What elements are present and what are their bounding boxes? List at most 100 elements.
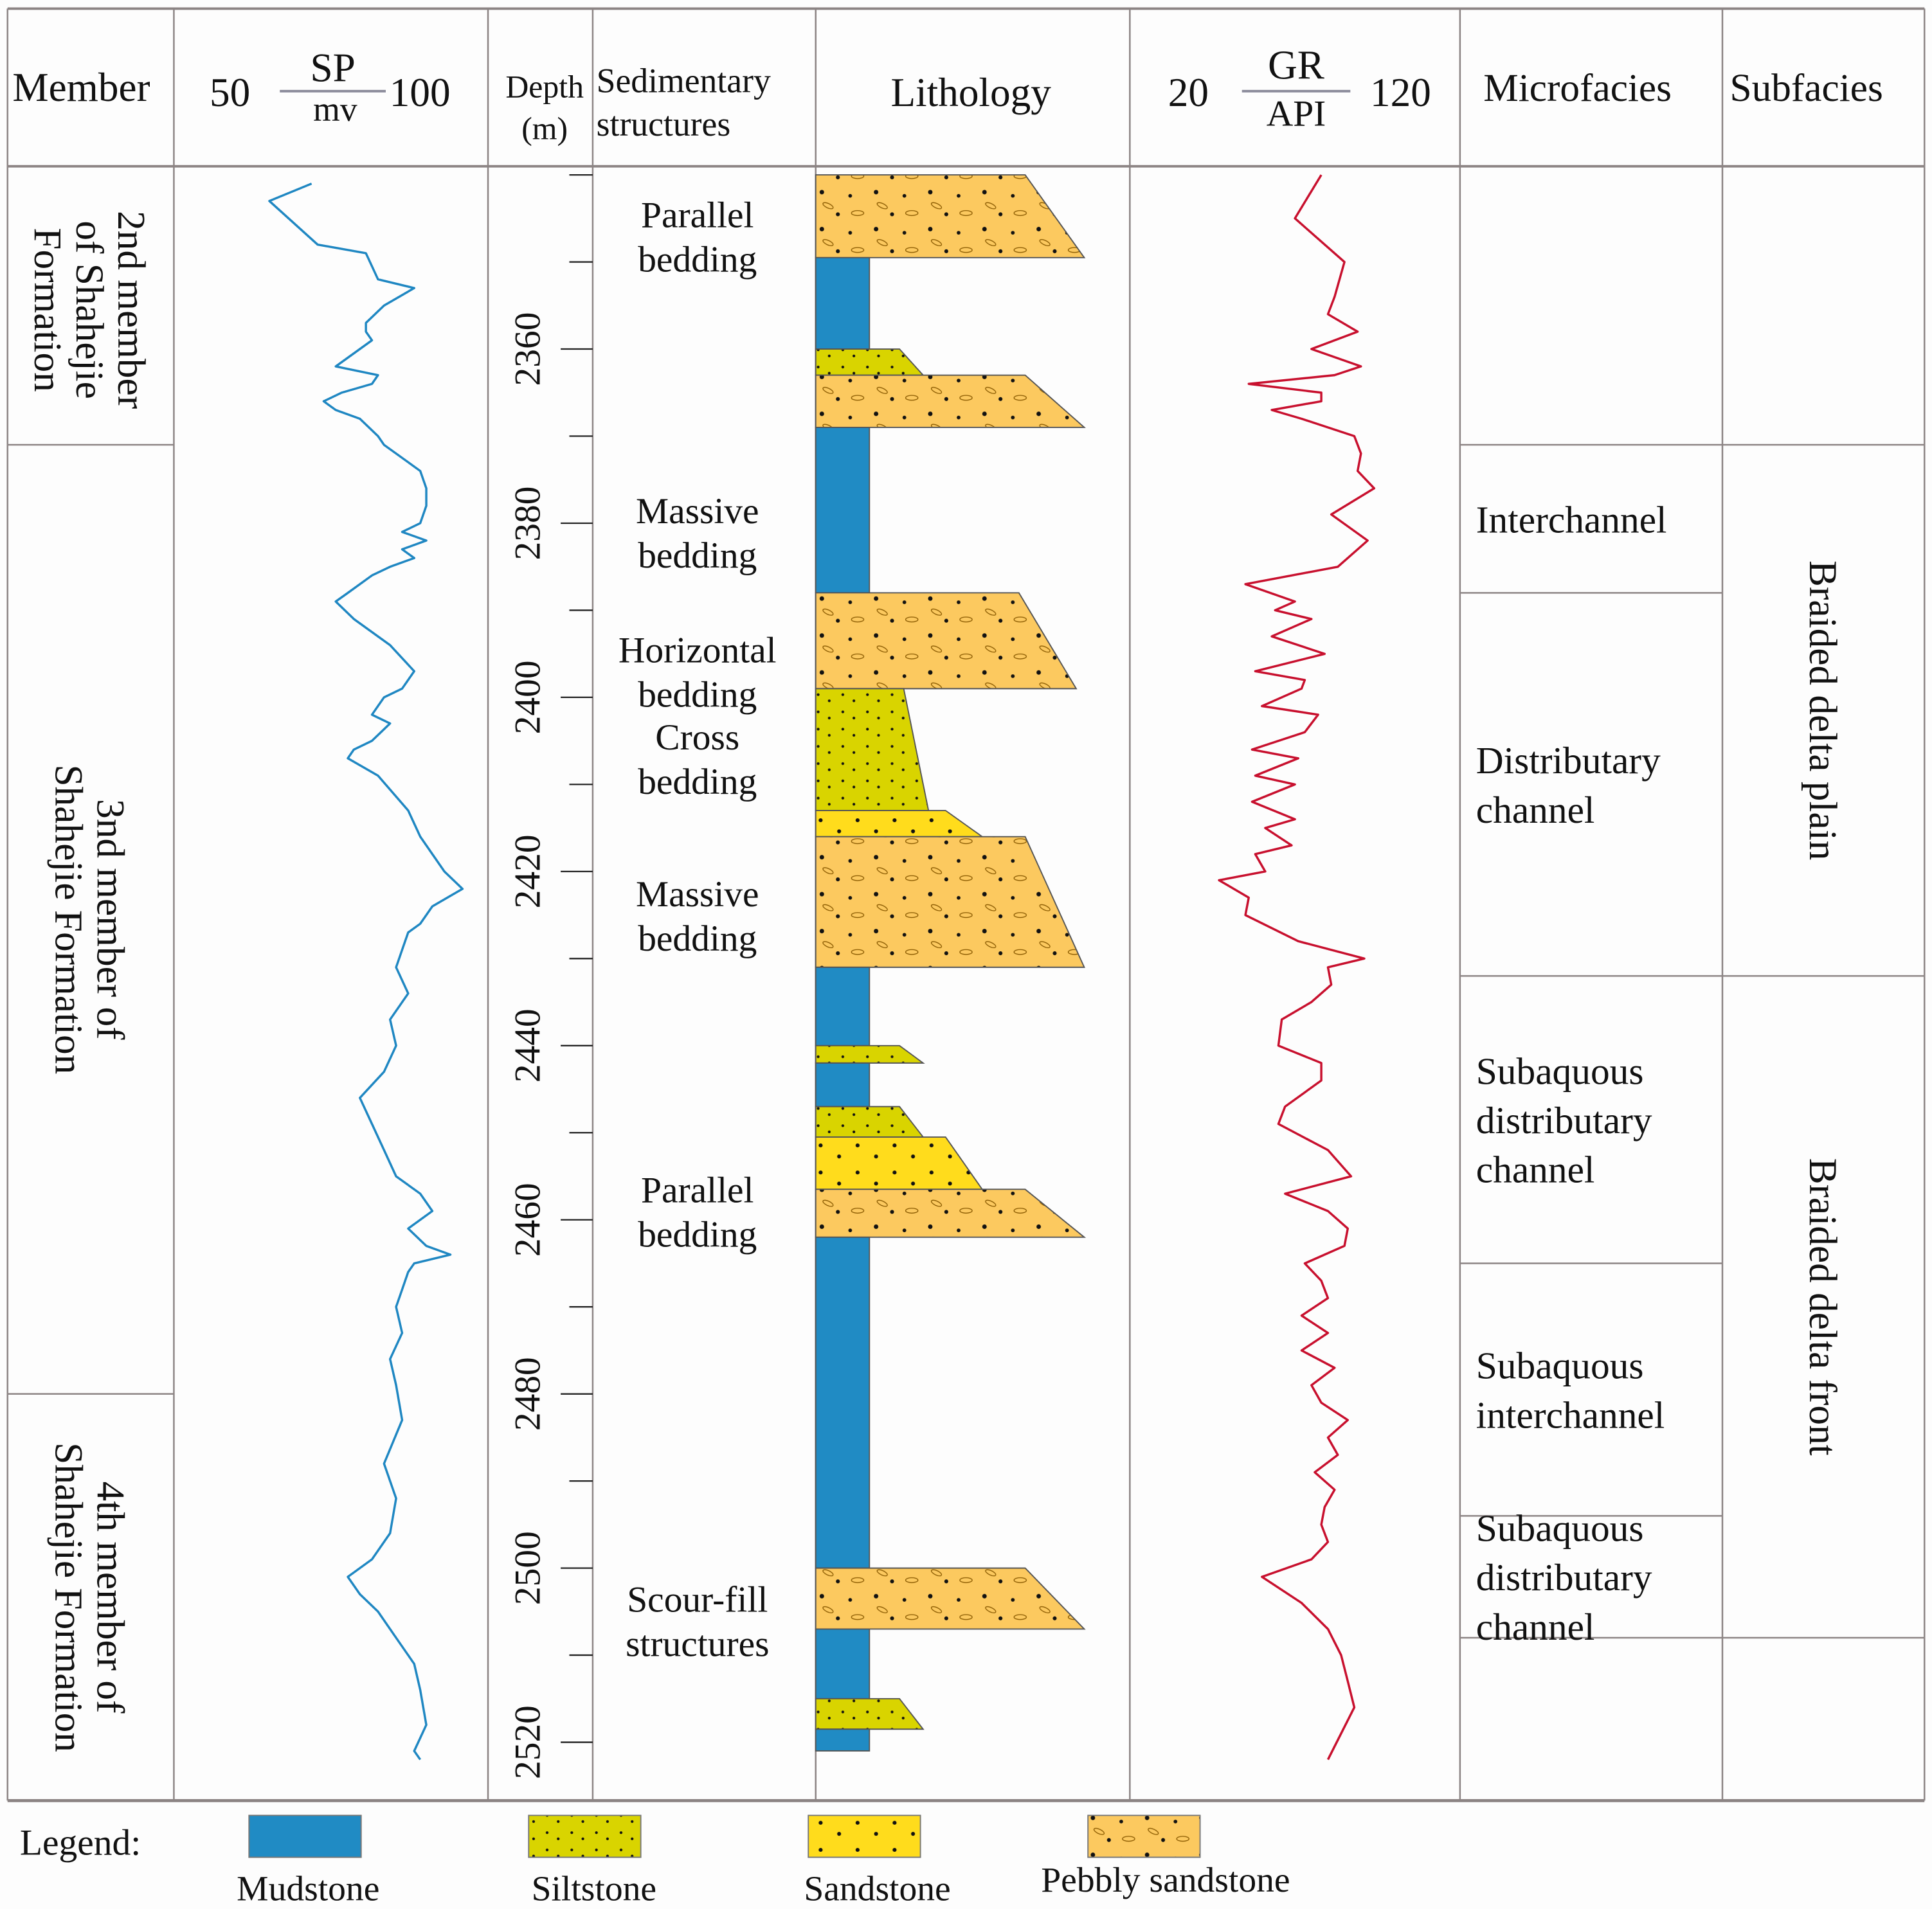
sedimentary-structure-label-line: Massive — [636, 874, 759, 915]
header-member: Member — [12, 65, 150, 110]
lithology-bed-mudstone — [815, 1236, 871, 1569]
microfacies-label: Distributary — [1476, 739, 1661, 782]
sedimentary-structure-label-line: Horizontal — [618, 631, 777, 671]
depth-tick-label: 2440 — [508, 1008, 548, 1082]
depth-tick-label-text: 2380 — [508, 487, 548, 560]
member-label-line: 3nd member of — [89, 799, 132, 1040]
sedimentary-structure-label-line: bedding — [638, 762, 757, 802]
header-gr-label: GR — [1268, 43, 1325, 88]
header-sedimentary: Sedimentary — [597, 62, 771, 100]
sedimentary-structure-label-line: bedding — [638, 675, 757, 715]
microfacies-label: channel — [1476, 1149, 1595, 1191]
depth-tick-label-text: 2400 — [508, 660, 548, 734]
header-depth: Depth — [505, 69, 584, 104]
lithology-bed-pebbly — [815, 1567, 1086, 1630]
depth-tick-label: 2460 — [508, 1183, 548, 1257]
depth-tick-label: 2400 — [508, 660, 548, 734]
lithology-bed-sandstone — [815, 1136, 984, 1190]
gr-curve-line — [1218, 174, 1376, 1761]
subfacies-column: Braided delta plain Braided delta front — [1722, 444, 1925, 1639]
depth-tick-label: 2480 — [508, 1357, 548, 1431]
legend-swatch-siltstone — [528, 1815, 642, 1858]
lithology-column — [815, 174, 1087, 1752]
depth-tick-label-text: 2420 — [508, 834, 548, 908]
microfacies-label: Subaquous — [1476, 1345, 1644, 1387]
header-sp-min: 50 — [210, 70, 250, 115]
legend-label-siltstone: Siltstone — [532, 1869, 656, 1909]
member-label-line: 2nd member — [109, 211, 153, 409]
header-gr-min: 20 — [1168, 70, 1209, 115]
legend-swatch-sandstone — [808, 1815, 921, 1858]
lithology-bed-pebbly — [815, 374, 1086, 428]
lithology-bed-siltstone — [815, 348, 925, 376]
sedimentary-structure-label-line: Cross — [655, 717, 739, 758]
depth-tick-label-text: 2520 — [508, 1705, 548, 1779]
header-sp-label: SP — [310, 45, 355, 90]
microfacies-column: Interchannel Distributary channel Subaquous… — [1459, 444, 1723, 1648]
lithology-bed-pebbly — [815, 1188, 1087, 1238]
sedimentary-structure-label-line: bedding — [638, 1215, 757, 1255]
sedimentary-structure-label-line: Parallel — [641, 195, 754, 235]
header-subfacies: Subfacies — [1730, 66, 1883, 110]
sedimentary-structure-label-line: bedding — [638, 535, 757, 576]
lithology-bed-siltstone — [815, 1106, 925, 1138]
lithology-bed-mudstone — [815, 1628, 871, 1699]
sedimentary-structure-label-line: Massive — [636, 491, 759, 532]
header-sp-unit: mv — [313, 90, 357, 129]
microfacies-label: Subaquous — [1476, 1507, 1644, 1550]
member-label-line: 4th member of — [89, 1482, 132, 1714]
sp-curve-column — [268, 183, 464, 1761]
microfacies-label: Subaquous — [1476, 1050, 1644, 1092]
legend-label-sandstone: Sandstone — [804, 1869, 950, 1909]
lithology-bed-pebbly — [815, 174, 1086, 258]
microfacies-label: distributary — [1476, 1556, 1652, 1599]
legend-swatch-pebbly — [1087, 1815, 1201, 1858]
sedimentary-structure-label-line: structures — [626, 1624, 769, 1664]
lithology-bed-mudstone — [815, 426, 871, 594]
depth-tick-label: 2360 — [508, 312, 548, 386]
member-label-line: Shahejie Formation — [46, 1442, 90, 1752]
microfacies-label: Interchannel — [1476, 498, 1667, 541]
header-sp-max: 100 — [390, 70, 451, 115]
depth-tick-label-text: 2360 — [508, 312, 548, 386]
legend-title: Legend: — [20, 1823, 141, 1863]
depth-tick-label-text: 2500 — [508, 1531, 548, 1605]
header-structures: structures — [597, 105, 731, 143]
microfacies-label: channel — [1476, 789, 1595, 831]
sedimentary-structure-label-line: bedding — [638, 239, 757, 280]
subfacies-label: Braided delta plain — [1801, 560, 1845, 860]
lithology-bed-siltstone — [815, 1698, 925, 1730]
header-depth-unit: (m) — [521, 111, 568, 147]
sedimentary-structure-label-line: Parallel — [641, 1170, 754, 1211]
microfacies-label: interchannel — [1476, 1394, 1665, 1436]
lithology-bed-mudstone — [815, 1728, 871, 1752]
lithology-bed-mudstone — [815, 966, 871, 1046]
depth-tick-label-text: 2440 — [508, 1008, 548, 1082]
sedimentary-structure-label-line: Scour-fill — [627, 1579, 768, 1620]
lithology-bed-siltstone — [815, 1044, 925, 1064]
lithology-bed-pebbly — [815, 836, 1085, 968]
lithology-bed-siltstone — [815, 688, 930, 811]
microfacies-label: distributary — [1476, 1099, 1652, 1142]
gr-curve-column — [1218, 174, 1376, 1761]
lithology-bed-mudstone — [815, 1062, 871, 1107]
depth-tick-label-text: 2460 — [508, 1183, 548, 1257]
member-label-line: Formation — [26, 228, 69, 391]
header-microfacies: Microfacies — [1483, 66, 1672, 110]
sp-curve-line — [268, 183, 464, 1761]
table-grid — [6, 7, 1926, 1802]
sedimentary-structure-label-line: bedding — [638, 919, 757, 959]
depth-tick-label: 2520 — [508, 1705, 548, 1779]
